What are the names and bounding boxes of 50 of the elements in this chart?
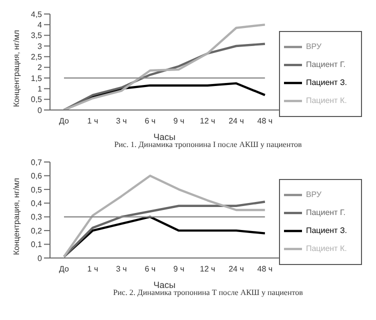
x-tick-label: 24 ч [228, 264, 244, 274]
y-tick-label: 0,4 [30, 198, 43, 208]
legend-label: ВРУ [306, 42, 322, 52]
x-tick-label: 1 ч [87, 116, 98, 126]
y-tick-label: 0,3 [30, 212, 43, 222]
x-tick-label: 6 ч [144, 116, 156, 126]
y-tick-label: 0,5 [30, 185, 43, 194]
x-axis-title: Часы [153, 132, 176, 142]
x-tick-label: 3 ч [116, 264, 127, 274]
x-tick-label: 48 ч [257, 116, 273, 126]
y-tick-label: 0,2 [30, 226, 43, 236]
y-tick-label: 0 [38, 106, 43, 115]
y-tick-label: 0,7 [30, 158, 43, 167]
line-series [62, 24, 266, 110]
y-axis-title: Концентрация, нг/мл [12, 178, 21, 255]
x-tick-label: 9 ч [173, 116, 184, 126]
x-tick-label: 12 ч [200, 116, 216, 126]
text: Рис. 2. Динамика тропонина Т после АКШ у пациентов [112, 288, 304, 299]
line-series [62, 174, 266, 258]
x-tick-label: 24 ч [228, 116, 244, 126]
y-tick-label: 0,6 [30, 172, 43, 181]
y-tick-label: 3,5 [30, 31, 43, 40]
x-tick-label: До [59, 116, 70, 126]
legend-label: Пациент К. [306, 96, 347, 106]
y-tick-label: 3 [38, 42, 43, 51]
y-tick-label: 0,5 [30, 95, 43, 104]
legend-label: Пациент К. [306, 244, 347, 254]
x-tick-label: До [59, 264, 70, 274]
y-tick-label: 2 [38, 63, 43, 72]
x-tick-label: 3 ч [116, 116, 127, 126]
legend-label: Пациент Г. [306, 60, 346, 70]
x-tick-label: 12 ч [200, 264, 216, 274]
x-axis-title: Часы [153, 280, 176, 290]
y-tick-label: 1 [38, 84, 43, 94]
x-tick-label: 48 ч [257, 264, 273, 274]
y-tick-label: 4,5 [30, 10, 43, 19]
legend-label: Пациент З. [306, 78, 347, 88]
x-tick-label: 6 ч [144, 264, 156, 274]
legend-label: Пациент З. [306, 226, 347, 236]
y-tick-label: 0,1 [30, 240, 43, 250]
y-tick-label: 1,5 [30, 74, 43, 83]
y-tick-label: 4 [38, 20, 43, 30]
x-tick-label: 1 ч [87, 264, 98, 274]
x-tick-label: 9 ч [173, 264, 184, 274]
legend-label: Пациент Г. [306, 208, 346, 218]
y-axis-title: Концентрация, нг/мл [12, 30, 21, 107]
legend-label: ВРУ [306, 190, 322, 200]
y-tick-label: 0 [38, 254, 43, 263]
text: Рис. 1. Динамика тропонина I после АКШ у пациентов [113, 140, 303, 151]
y-tick-label: 2,5 [30, 52, 43, 62]
